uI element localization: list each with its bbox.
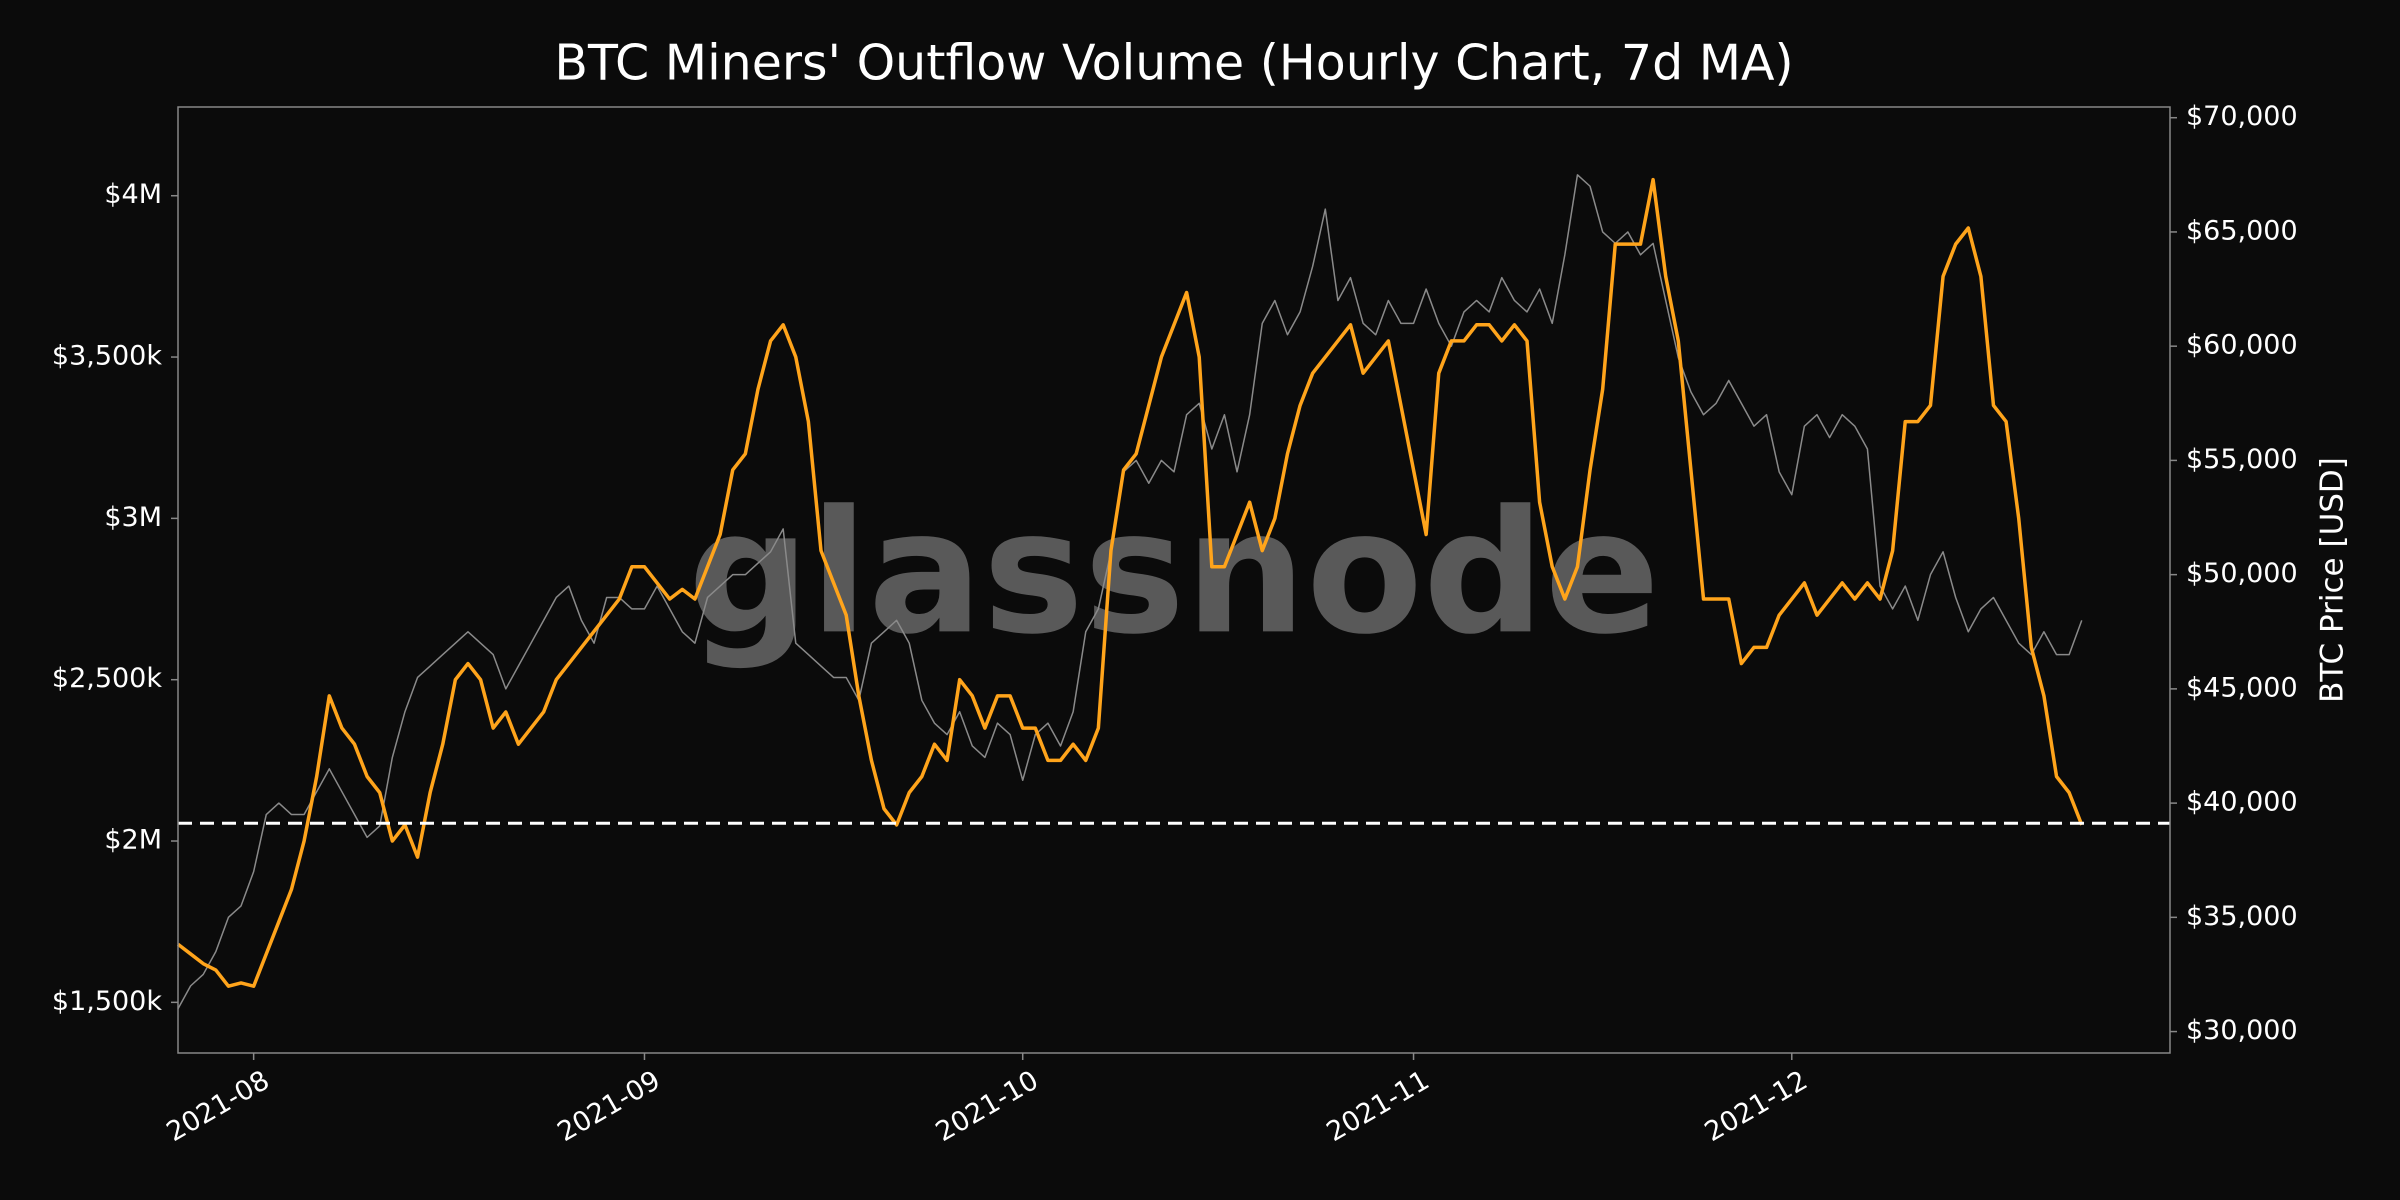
y-tick-label: $2M <box>104 825 162 856</box>
watermark: glassnode <box>688 474 1660 672</box>
y2-tick-label: $65,000 <box>2186 215 2298 246</box>
y2-tick-label: $60,000 <box>2186 330 2298 361</box>
chart-title: BTC Miners' Outflow Volume (Hourly Chart… <box>554 35 1793 92</box>
y2-tick-label: $40,000 <box>2186 787 2298 818</box>
y-tick-label: $3M <box>104 502 162 533</box>
y2-tick-label: $30,000 <box>2186 1015 2298 1046</box>
plot-frame <box>177 106 2171 1054</box>
y2-tick-label: $50,000 <box>2186 558 2298 589</box>
y-tick-label: $2,500k <box>52 663 162 694</box>
y2-tick-label: $70,000 <box>2186 101 2298 132</box>
y2-tick-label: $35,000 <box>2186 901 2298 932</box>
y-tick-label: $4M <box>104 179 162 210</box>
volume-line <box>176 177 2084 988</box>
y2-tick-label: $45,000 <box>2186 672 2298 703</box>
y-tick-label: $1,500k <box>52 986 162 1017</box>
y2-axis-label: BTC Price [USD] <box>2315 457 2351 703</box>
y2-tick-label: $55,000 <box>2186 444 2298 475</box>
price-line <box>177 174 2083 1010</box>
y-tick-label: $3,500k <box>52 341 162 372</box>
